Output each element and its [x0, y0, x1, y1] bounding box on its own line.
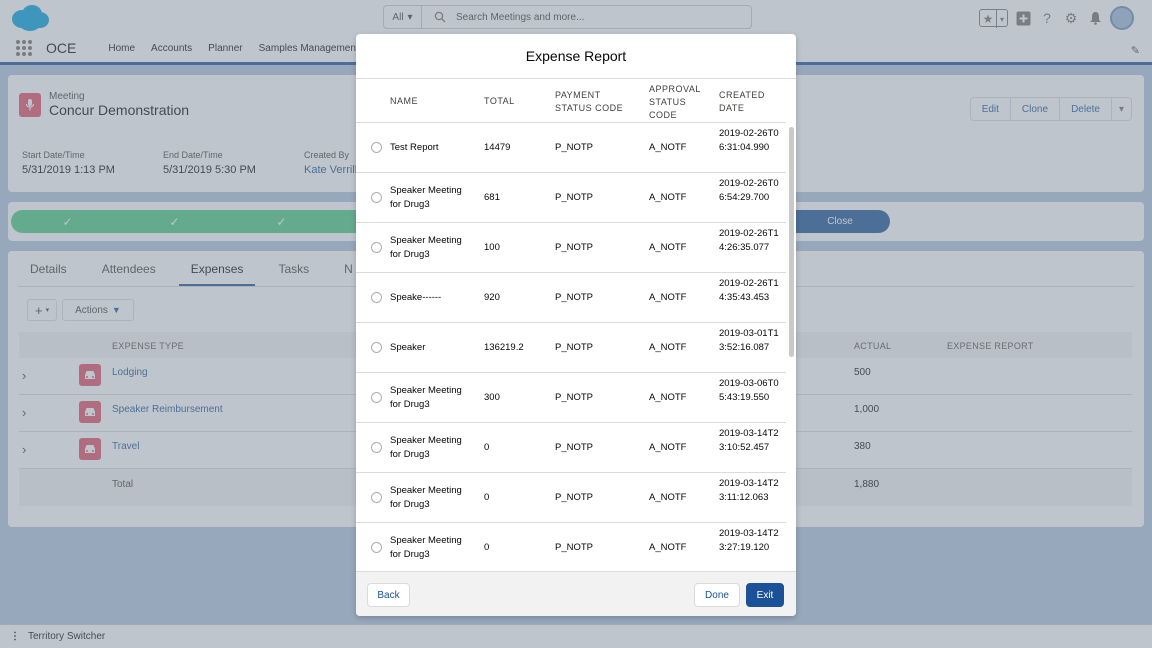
payment-status: P_NOTP: [555, 242, 594, 253]
created-date: 2019-03-14T23:27:19.120: [719, 528, 779, 553]
report-total: 0: [484, 542, 490, 553]
expense-report-modal: Expense Report NAME TOTAL PAYMENT STATUS…: [356, 34, 796, 616]
approval-status: A_NOTF: [649, 292, 687, 303]
report-name: Speake------: [390, 292, 442, 303]
approval-status: A_NOTF: [649, 192, 687, 203]
row-select-radio[interactable]: [371, 492, 382, 503]
created-date: 2019-02-26T14:26:35.077: [719, 228, 779, 253]
exit-button[interactable]: Exit: [746, 583, 784, 607]
report-name: Speaker Meeting for Drug3: [390, 535, 462, 560]
payment-status: P_NOTP: [555, 542, 594, 553]
row-select-radio[interactable]: [371, 192, 382, 203]
table-row[interactable]: Speaker Meeting for Drug3 0 P_NOTP A_NOT…: [356, 523, 786, 571]
report-name: Speaker Meeting for Drug3: [390, 435, 462, 460]
col-created-line1: CREATED: [719, 90, 765, 100]
modal-scrollbar[interactable]: [789, 127, 794, 357]
approval-status: A_NOTF: [649, 542, 687, 553]
table-row[interactable]: Speaker Meeting for Drug3 681 P_NOTP A_N…: [356, 173, 786, 223]
created-date: 2019-03-01T13:52:16.087: [719, 328, 779, 353]
created-date: 2019-03-06T05:43:19.550: [719, 378, 779, 403]
report-total: 920: [484, 292, 500, 303]
payment-status: P_NOTP: [555, 142, 594, 153]
report-name: Speaker Meeting for Drug3: [390, 185, 462, 210]
col-approval-line1: APPROVAL: [649, 84, 701, 94]
row-select-radio[interactable]: [371, 392, 382, 403]
approval-status: A_NOTF: [649, 492, 687, 503]
col-total: TOTAL: [484, 96, 515, 106]
modal-footer: Back Done Exit: [356, 571, 796, 616]
row-select-radio[interactable]: [371, 242, 382, 253]
report-total: 14479: [484, 142, 511, 153]
payment-status: P_NOTP: [555, 292, 594, 303]
table-row[interactable]: Speaker Meeting for Drug3 0 P_NOTP A_NOT…: [356, 473, 786, 523]
payment-status: P_NOTP: [555, 342, 594, 353]
payment-status: P_NOTP: [555, 492, 594, 503]
col-created-line2: DATE: [719, 103, 745, 113]
row-select-radio[interactable]: [371, 342, 382, 353]
created-date: 2019-02-26T06:54:29.700: [719, 178, 779, 203]
report-name: Test Report: [390, 142, 439, 153]
report-name: Speaker Meeting for Drug3: [390, 385, 462, 410]
payment-status: P_NOTP: [555, 392, 594, 403]
report-total: 0: [484, 442, 490, 453]
approval-status: A_NOTF: [649, 242, 687, 253]
col-payment-line2: STATUS CODE: [555, 103, 624, 113]
created-date: 2019-03-14T23:11:12.063: [719, 478, 779, 503]
col-approval-line3: CODE: [649, 110, 678, 120]
expense-report-table: NAME TOTAL PAYMENT STATUS CODE APPROVAL …: [356, 79, 786, 571]
row-select-radio[interactable]: [371, 142, 382, 153]
report-name: Speaker Meeting for Drug3: [390, 235, 462, 260]
approval-status: A_NOTF: [649, 392, 687, 403]
report-total: 681: [484, 192, 500, 203]
approval-status: A_NOTF: [649, 442, 687, 453]
col-approval-line2: STATUS: [649, 97, 687, 107]
col-name: NAME: [390, 96, 419, 106]
report-total: 0: [484, 492, 490, 503]
table-row[interactable]: Speaker Meeting for Drug3 100 P_NOTP A_N…: [356, 223, 786, 273]
modal-body: NAME TOTAL PAYMENT STATUS CODE APPROVAL …: [356, 79, 796, 571]
back-button[interactable]: Back: [367, 583, 410, 607]
payment-status: P_NOTP: [555, 192, 594, 203]
table-row[interactable]: Test Report 14479 P_NOTP A_NOTF 2019-02-…: [356, 123, 786, 173]
report-total: 300: [484, 392, 500, 403]
col-payment-line1: PAYMENT: [555, 90, 601, 100]
table-row[interactable]: Speaker Meeting for Drug3 0 P_NOTP A_NOT…: [356, 423, 786, 473]
done-button[interactable]: Done: [694, 583, 740, 607]
approval-status: A_NOTF: [649, 142, 687, 153]
modal-title: Expense Report: [356, 34, 796, 79]
report-name: Speaker Meeting for Drug3: [390, 485, 462, 510]
table-row[interactable]: Speake------ 920 P_NOTP A_NOTF 2019-02-2…: [356, 273, 786, 323]
created-date: 2019-02-26T06:31:04.990: [719, 128, 779, 153]
table-row[interactable]: Speaker 136219.2 P_NOTP A_NOTF 2019-03-0…: [356, 323, 786, 373]
approval-status: A_NOTF: [649, 342, 687, 353]
table-header: NAME TOTAL PAYMENT STATUS CODE APPROVAL …: [356, 79, 786, 123]
row-select-radio[interactable]: [371, 442, 382, 453]
created-date: 2019-02-26T14:35:43.453: [719, 278, 779, 303]
table-row[interactable]: Speaker Meeting for Drug3 300 P_NOTP A_N…: [356, 373, 786, 423]
payment-status: P_NOTP: [555, 442, 594, 453]
report-total: 136219.2: [484, 342, 524, 353]
report-name: Speaker: [390, 342, 426, 353]
row-select-radio[interactable]: [371, 292, 382, 303]
report-total: 100: [484, 242, 500, 253]
row-select-radio[interactable]: [371, 542, 382, 553]
created-date: 2019-03-14T23:10:52.457: [719, 428, 779, 453]
